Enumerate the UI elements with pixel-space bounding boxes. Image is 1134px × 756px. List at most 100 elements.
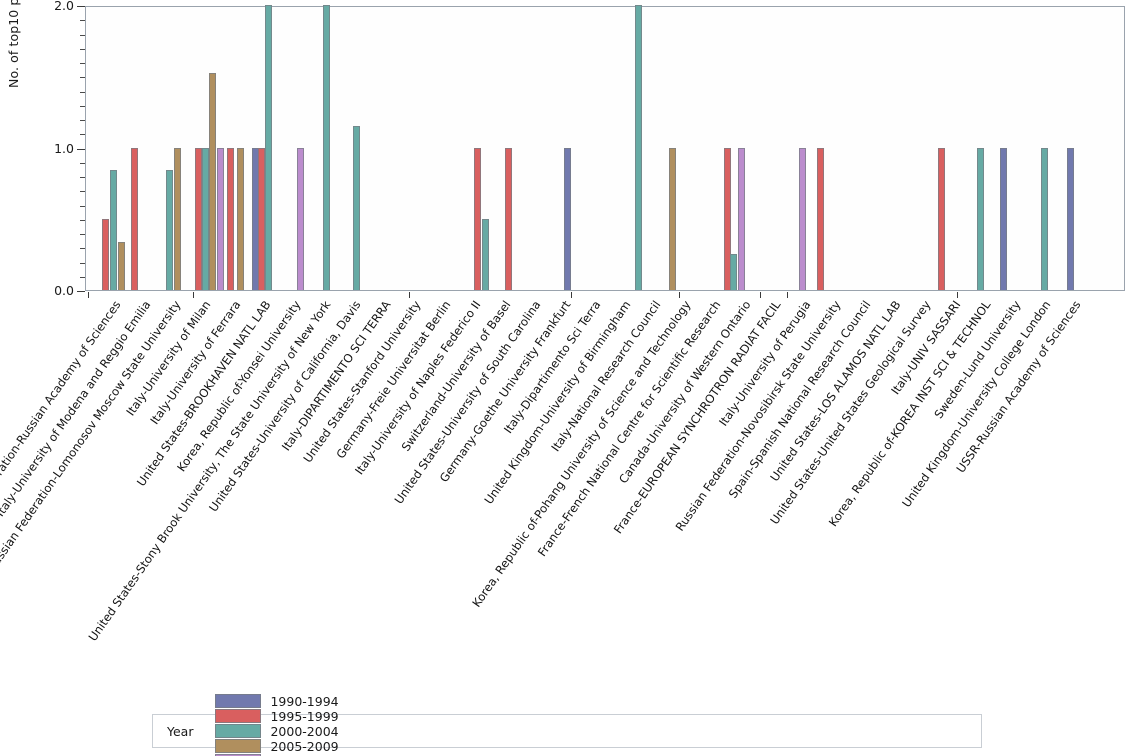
x-axis-label: Switzerland-University of Basel	[398, 298, 514, 454]
x-axis-label: United States-BROOKHAVEN NATL LAB	[133, 298, 274, 489]
x-tick	[88, 292, 89, 298]
y-tick-minor	[80, 120, 85, 121]
bar	[1000, 147, 1007, 290]
bar	[195, 147, 202, 290]
bar	[1041, 147, 1048, 290]
bar	[209, 73, 216, 290]
bar	[738, 147, 745, 290]
x-axis-label: Italy-UNIV SASSARI	[888, 298, 964, 398]
y-tick-minor	[80, 105, 85, 107]
bar	[297, 147, 304, 290]
bar	[977, 147, 984, 290]
y-tick-minor	[80, 205, 85, 207]
x-axis-label: Italy-University of Modena and Reggio Em…	[0, 298, 154, 520]
y-tick-minor	[80, 262, 85, 264]
legend-label: 1990-1994	[270, 693, 339, 709]
bar	[102, 218, 109, 290]
x-axis-label: United Kingdom-University College London	[899, 298, 1054, 510]
y-tick-label: 1.0	[54, 140, 74, 156]
x-axis-label: Italy-University of Naples Federico II	[352, 298, 484, 478]
y-tick-minor	[80, 77, 85, 79]
x-axis-label: Korea, Republic of-Yonsei University	[174, 298, 304, 475]
x-axis-label: Canada-University of Western Ontario	[615, 298, 754, 487]
x-axis-label: Italy-University of Perugia	[716, 298, 814, 429]
bar	[174, 147, 181, 290]
legend-swatch	[215, 739, 262, 753]
x-axis-label: United States-LOS ALAMOS NATL LAB	[767, 298, 904, 484]
bar	[131, 147, 138, 290]
y-axis-title: No. of top10 publ., full counts	[6, 0, 21, 88]
x-axis-label: Russian Federation-Russian Academy of Sc…	[0, 298, 124, 540]
x-axis-label: Italy-National Research Council	[548, 298, 664, 455]
y-tick-minor	[80, 276, 85, 278]
bar	[227, 147, 234, 290]
x-tick	[193, 292, 194, 298]
x-tick	[787, 292, 788, 298]
bar	[938, 147, 945, 290]
x-axis-label: Russian Federation-Lomonosov Moscow Stat…	[0, 298, 184, 574]
bar	[353, 126, 360, 290]
legend-item[interactable]: 1990-1994	[215, 693, 339, 709]
y-tick-minor	[80, 48, 85, 50]
y-tick-minor	[80, 219, 85, 221]
x-axis-label: Germany-Freie Universitat Berlin	[333, 298, 454, 462]
bar	[265, 5, 272, 290]
x-axis-label: Korea, Republic of-KOREA INST SCI & TECH…	[825, 298, 994, 530]
x-axis-label: Russian Federation-Novosibirsk State Uni…	[672, 298, 844, 534]
legend-item[interactable]: 2000-2004	[215, 723, 339, 739]
legend-items: 1990-19941995-19992000-20042005-20092010…	[215, 694, 366, 756]
bar	[258, 147, 265, 290]
x-axis-label: USSR-Russian Academy of Sciences	[953, 298, 1084, 476]
y-tick-minor	[80, 162, 85, 164]
bar	[237, 147, 244, 290]
x-axis-label: United States-United States Geological S…	[767, 298, 934, 527]
y-tick-minor	[80, 248, 85, 250]
x-axis-label: United States-University of South Caroli…	[391, 298, 544, 507]
legend-item[interactable]: 2005-2009	[215, 739, 339, 754]
y-tick-minor	[80, 63, 85, 64]
x-axis-label: Italy-Dipartimento Sci Terra	[500, 298, 604, 437]
legend-item[interactable]: 1995-1999	[215, 708, 339, 724]
legend-item[interactable]: 2010-2014	[215, 754, 339, 756]
legend-swatch	[215, 724, 262, 738]
plot-area	[85, 5, 1125, 291]
y-tick-minor	[80, 91, 85, 93]
y-tick-minor	[80, 191, 85, 193]
bar	[817, 147, 824, 290]
x-tick	[571, 292, 572, 298]
bar	[323, 5, 330, 290]
bar	[118, 241, 125, 290]
bar	[730, 254, 737, 290]
x-axis-label: Italy-University of Milan	[123, 298, 214, 419]
legend: Year 1990-1994 1995-1999 2000-2004 2005-200…	[152, 694, 982, 756]
legend-swatch	[215, 754, 262, 756]
x-tick	[760, 292, 761, 298]
legend-swatch	[215, 694, 262, 708]
x-axis-label: United States-Stanford University	[300, 298, 424, 466]
x-axis-label: United Kingdom-University of Birmingham	[481, 298, 634, 507]
legend-label: 2000-2004	[270, 723, 339, 739]
y-tick	[77, 291, 85, 292]
legend-label: 1995-1999	[270, 708, 339, 724]
x-axis-label: Spain-Spanish National Research Council	[725, 298, 874, 501]
bar	[166, 170, 173, 290]
y-tick-label: 2.0	[54, 0, 74, 13]
bar	[110, 170, 117, 290]
x-axis-label: France-French National Centre for Scient…	[534, 298, 724, 559]
x-axis-label: Korea, Republic of-Pohang University of …	[469, 298, 694, 610]
legend-title: Year	[167, 723, 194, 739]
bar	[482, 218, 489, 290]
y-tick-label: 0.0	[54, 283, 74, 298]
bar	[724, 147, 731, 290]
x-axis-label: Sweden-Lund University	[931, 298, 1024, 422]
bars-container	[86, 5, 1124, 290]
y-tick-minor	[80, 20, 85, 22]
y-tick-minor	[80, 177, 85, 178]
x-axis-label: United States-Stony Brook University, Th…	[85, 298, 334, 644]
y-tick	[77, 6, 85, 7]
x-axis-label: United States-University of California, …	[206, 298, 364, 515]
y-tick-minor	[80, 234, 85, 235]
x-tick	[679, 292, 680, 298]
bar	[799, 147, 806, 290]
